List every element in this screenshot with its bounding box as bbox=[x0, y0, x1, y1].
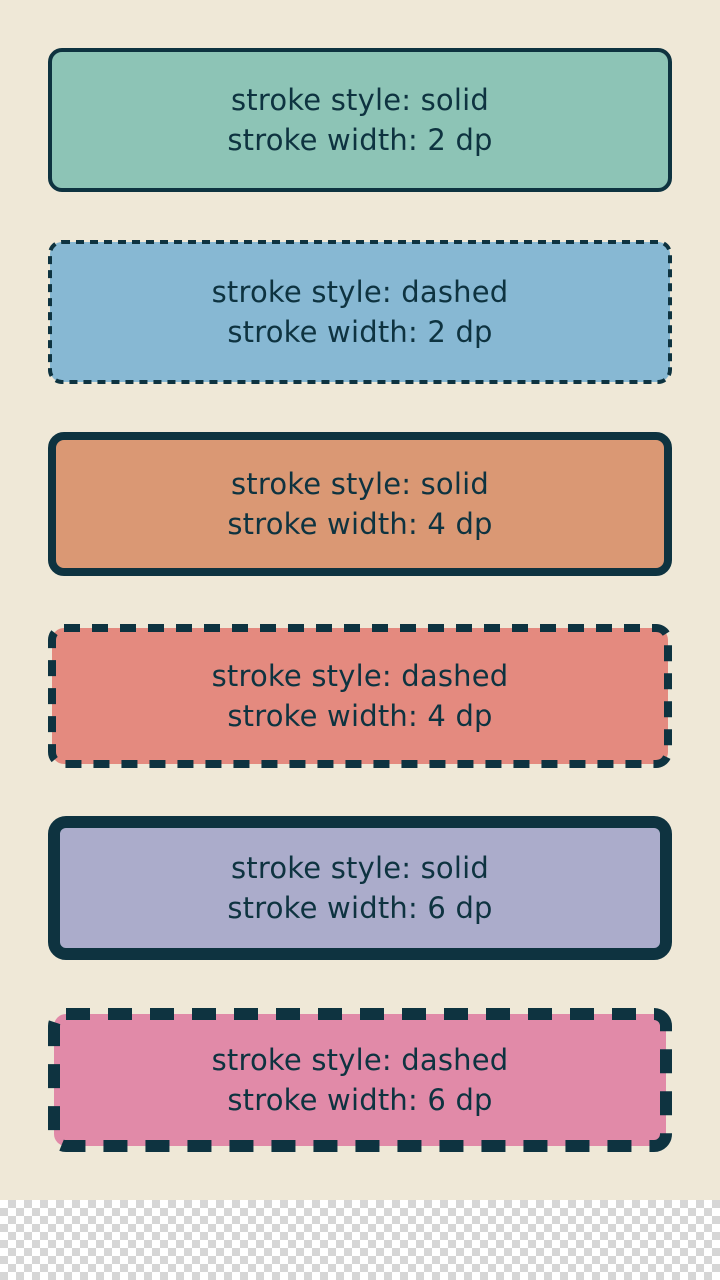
stroke-card-solid-6: stroke style: solid stroke width: 6 dp bbox=[48, 816, 672, 960]
stroke-width-label: stroke width: 6 dp bbox=[227, 891, 493, 925]
stroke-style-label: stroke style: solid bbox=[230, 83, 490, 117]
card-border bbox=[48, 240, 672, 384]
stroke-width-label: stroke width: 2 dp bbox=[227, 123, 493, 157]
stroke-style-label: stroke style: solid bbox=[230, 467, 490, 501]
stroke-style-label: stroke style: solid bbox=[230, 851, 490, 885]
stroke-card-solid-4: stroke style: solid stroke width: 4 dp bbox=[48, 432, 672, 576]
card-border bbox=[48, 624, 672, 768]
stroke-card-dashed-2: stroke style: dashed stroke width: 2 dp bbox=[48, 240, 672, 384]
stroke-style-label: stroke style: dashed bbox=[211, 1043, 509, 1077]
stroke-width-label: stroke width: 4 dp bbox=[227, 507, 493, 541]
stroke-width-label: stroke width: 2 dp bbox=[227, 315, 493, 349]
canvas-background bbox=[0, 0, 720, 1200]
stroke-card-dashed-6: stroke style: dashed stroke width: 6 dp bbox=[48, 1008, 672, 1152]
card-border bbox=[48, 816, 672, 960]
card-border bbox=[48, 432, 672, 576]
transparency-checkerboard bbox=[0, 1200, 720, 1280]
card-border bbox=[48, 48, 672, 192]
stroke-style-label: stroke style: dashed bbox=[211, 659, 509, 693]
stroke-width-label: stroke width: 6 dp bbox=[227, 1083, 493, 1117]
card-border bbox=[48, 1008, 672, 1152]
stroke-card-dashed-4: stroke style: dashed stroke width: 4 dp bbox=[48, 624, 672, 768]
stroke-style-label: stroke style: dashed bbox=[211, 275, 509, 309]
stroke-card-solid-2: stroke style: solid stroke width: 2 dp bbox=[48, 48, 672, 192]
stroke-width-label: stroke width: 4 dp bbox=[227, 699, 493, 733]
